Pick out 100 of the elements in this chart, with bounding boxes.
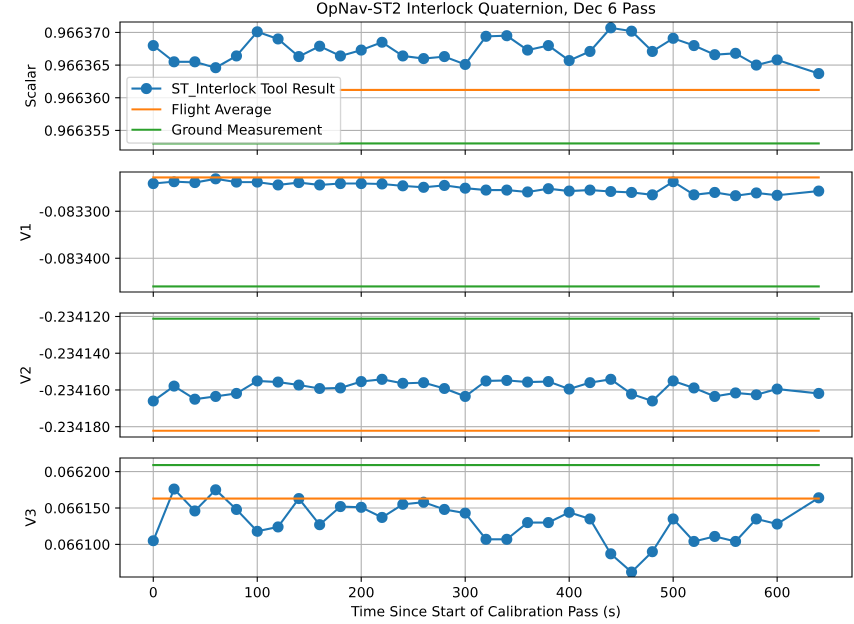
point xyxy=(813,185,824,197)
y-tick-label: 0.966360 xyxy=(44,92,110,104)
point xyxy=(772,190,783,201)
point xyxy=(584,46,596,57)
point xyxy=(709,390,720,402)
point xyxy=(334,50,346,62)
point xyxy=(376,178,388,190)
point xyxy=(688,40,700,52)
point xyxy=(148,178,159,190)
point xyxy=(668,513,679,524)
point xyxy=(314,519,326,530)
point xyxy=(272,179,284,190)
point xyxy=(605,186,616,198)
point xyxy=(750,513,762,524)
point xyxy=(626,186,638,198)
point xyxy=(730,48,742,59)
point xyxy=(626,26,638,37)
point xyxy=(376,512,388,524)
point xyxy=(272,33,284,45)
point xyxy=(813,388,824,400)
x-axis-title: Time Since Start of Calibration Pass (s) xyxy=(351,606,620,618)
x-tick-label: 300 xyxy=(453,586,478,598)
point xyxy=(438,504,450,516)
point xyxy=(168,484,180,495)
y-tick-label: -0.234180 xyxy=(40,422,110,432)
point xyxy=(564,506,575,518)
point xyxy=(272,376,284,388)
point xyxy=(230,504,242,516)
point xyxy=(418,182,430,193)
point xyxy=(272,521,284,532)
point xyxy=(522,517,534,528)
point xyxy=(460,390,471,402)
point xyxy=(168,56,180,68)
y-tick-label: -0.234120 xyxy=(40,311,110,322)
point xyxy=(252,26,263,38)
y-tick-label: 0.066200 xyxy=(44,466,110,478)
point xyxy=(334,500,346,512)
point xyxy=(460,508,471,519)
point xyxy=(376,36,388,48)
point xyxy=(688,536,700,548)
point xyxy=(564,383,575,395)
y-tick-label: 0.066100 xyxy=(44,539,110,550)
point xyxy=(501,534,512,545)
point xyxy=(709,186,720,198)
y-axis-title: V2 xyxy=(20,367,31,384)
point xyxy=(688,189,700,200)
point xyxy=(542,517,554,528)
point xyxy=(334,178,346,190)
point xyxy=(460,58,471,70)
point xyxy=(750,389,762,400)
point xyxy=(813,68,824,80)
point xyxy=(438,51,450,62)
point xyxy=(584,184,596,196)
point xyxy=(189,394,200,405)
point xyxy=(772,383,783,395)
point xyxy=(750,60,762,71)
point xyxy=(688,382,700,394)
point xyxy=(542,376,554,388)
point xyxy=(438,180,450,191)
point xyxy=(480,375,492,387)
point xyxy=(189,56,200,68)
point xyxy=(356,502,367,513)
point xyxy=(397,50,408,62)
point xyxy=(584,513,596,524)
point xyxy=(230,50,242,62)
x-tick-label: 200 xyxy=(348,586,374,598)
y-axis-title: V3 xyxy=(25,509,36,527)
point xyxy=(646,46,658,57)
y-tick-label: -0.083300 xyxy=(40,206,110,217)
x-tick-label: 0 xyxy=(150,586,157,598)
point xyxy=(626,388,638,400)
point xyxy=(501,30,512,42)
y-tick-label: -0.234160 xyxy=(40,384,110,396)
point xyxy=(605,374,616,385)
point xyxy=(542,183,554,194)
y-axis-title: Scalar xyxy=(25,64,36,107)
point xyxy=(376,374,388,385)
y-tick-label: 0.966355 xyxy=(44,125,110,136)
chart-title: OpNav-ST2 Interlock Quaternion, Dec 6 Pass xyxy=(316,2,656,17)
legend-label: ST_Interlock Tool Result xyxy=(172,82,335,97)
point xyxy=(148,395,159,407)
point xyxy=(750,187,762,198)
point xyxy=(293,177,304,188)
point xyxy=(668,375,679,387)
point xyxy=(709,49,720,60)
point xyxy=(252,375,263,387)
point xyxy=(148,535,159,546)
point xyxy=(501,184,512,196)
point xyxy=(418,53,430,64)
point xyxy=(564,54,575,66)
y-tick-label: 0.066150 xyxy=(44,502,110,514)
point xyxy=(356,178,367,190)
y-axis-title: V1 xyxy=(20,224,31,242)
point xyxy=(356,44,367,56)
point xyxy=(668,32,679,44)
point xyxy=(397,180,408,192)
point xyxy=(293,379,304,391)
point xyxy=(480,534,492,545)
point xyxy=(148,40,159,52)
point xyxy=(293,51,304,62)
